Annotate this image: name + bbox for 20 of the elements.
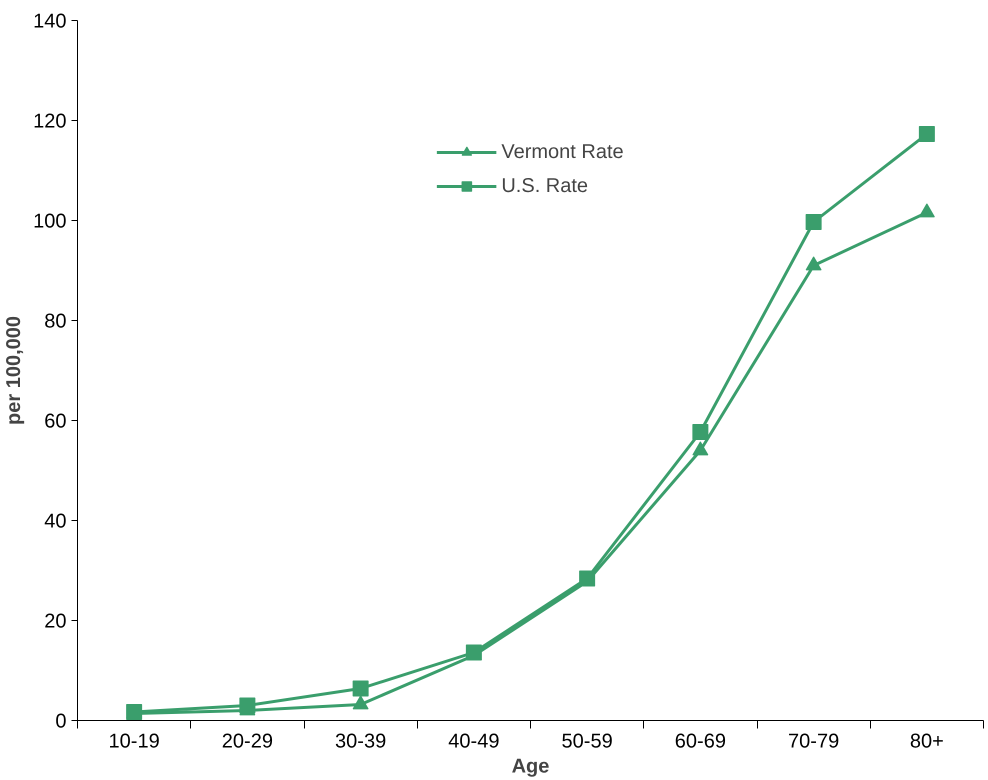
x-tick-label: 60-69 <box>674 730 726 752</box>
legend-label: U.S. Rate <box>501 174 588 198</box>
x-tick-label: 10-19 <box>108 730 160 752</box>
y-tick-label: 0 <box>55 710 66 732</box>
legend-label: Vermont Rate <box>501 140 624 164</box>
y-tick-label: 140 <box>33 10 67 32</box>
x-tick-label: 20-29 <box>222 730 273 752</box>
y-tick-label: 100 <box>33 210 67 232</box>
y-tick-label: 120 <box>33 110 67 132</box>
x-axis-title: Age <box>512 756 550 778</box>
x-tick-label: 40-49 <box>448 730 500 752</box>
x-tick-label: 70-79 <box>788 730 840 752</box>
y-tick-label: 20 <box>44 610 67 632</box>
x-tick-label: 80+ <box>910 730 944 752</box>
y-tick-label: 40 <box>44 510 67 532</box>
y-tick-label: 80 <box>44 310 67 332</box>
y-tick-label: 60 <box>44 410 67 432</box>
x-tick-label: 30-39 <box>335 730 386 752</box>
y-axis-title: per 100,000 <box>3 316 26 425</box>
x-tick-label: 50-59 <box>562 730 613 752</box>
